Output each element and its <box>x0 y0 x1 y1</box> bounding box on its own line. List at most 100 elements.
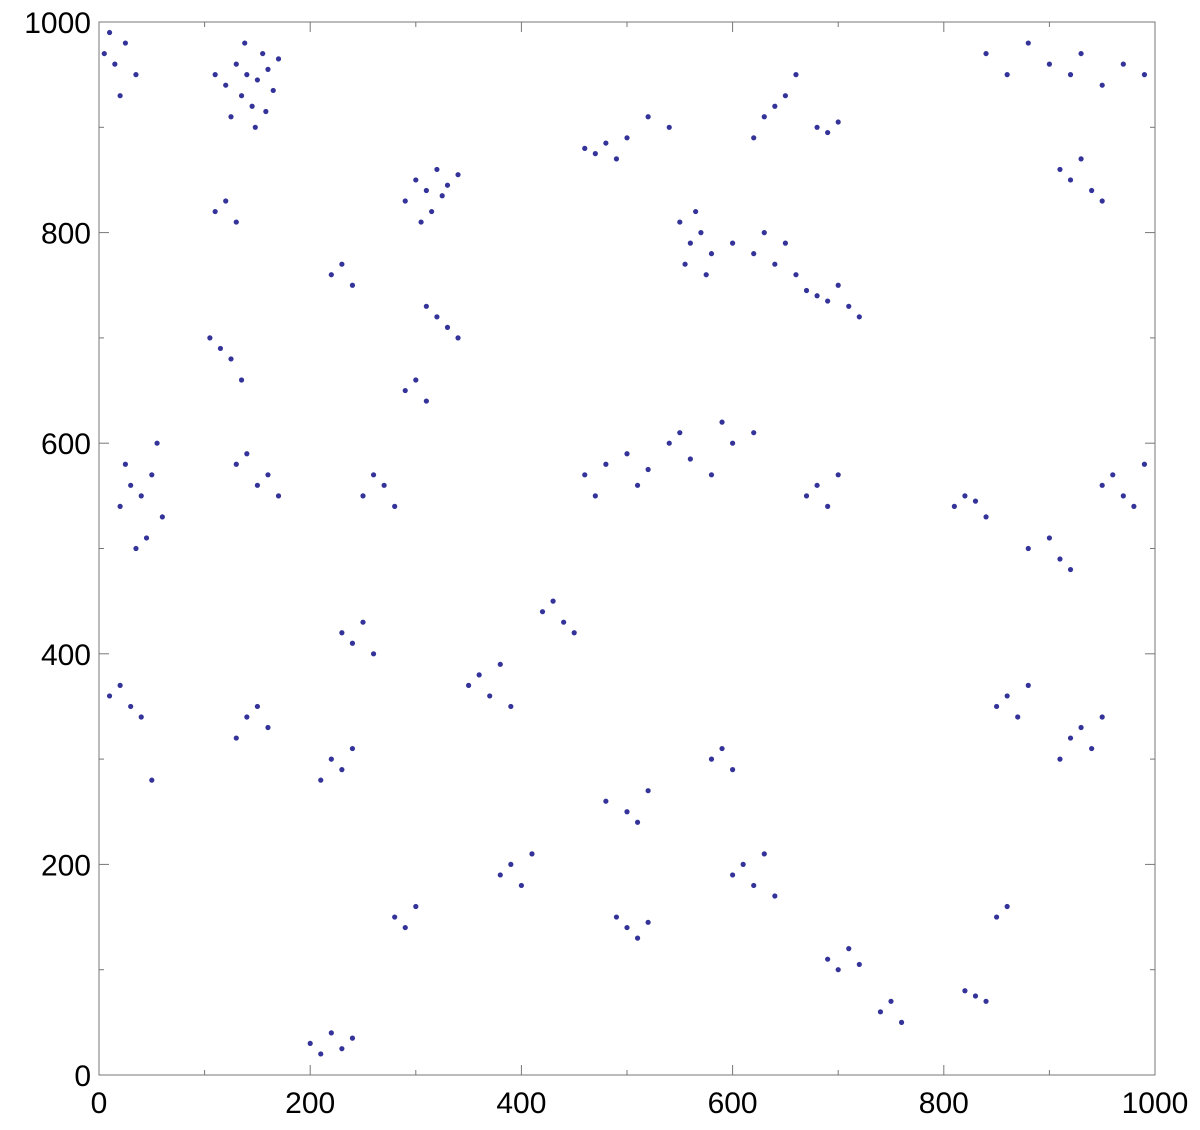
point <box>418 219 424 225</box>
point <box>339 630 345 636</box>
point <box>571 630 577 636</box>
point <box>307 1040 313 1047</box>
point <box>476 672 482 678</box>
point <box>260 50 266 57</box>
point <box>962 988 968 994</box>
point <box>1089 187 1095 194</box>
point <box>835 282 841 288</box>
point <box>402 924 408 931</box>
point <box>328 1030 334 1036</box>
y-tick-label: 400 <box>41 639 91 672</box>
point <box>994 703 1000 710</box>
point <box>835 967 841 973</box>
point <box>772 103 778 109</box>
point <box>550 598 556 604</box>
point <box>370 651 377 657</box>
point <box>402 198 408 204</box>
point <box>1099 82 1105 88</box>
point <box>1057 166 1063 173</box>
point <box>138 714 144 720</box>
point <box>149 472 155 478</box>
point <box>159 514 165 520</box>
point <box>846 303 852 309</box>
point <box>962 493 968 499</box>
point <box>212 72 218 78</box>
point <box>244 714 250 720</box>
point <box>444 182 451 188</box>
point <box>592 493 598 499</box>
point <box>624 135 630 141</box>
point <box>434 314 440 320</box>
point <box>994 914 1000 920</box>
point <box>624 451 630 457</box>
point <box>825 129 831 136</box>
point <box>835 472 841 478</box>
y-tick-label: 200 <box>41 849 91 882</box>
point <box>318 777 324 783</box>
point <box>1099 198 1105 204</box>
point <box>1089 745 1095 752</box>
point <box>1004 72 1010 78</box>
point <box>1004 693 1010 699</box>
point <box>708 756 715 762</box>
point <box>730 872 736 878</box>
point <box>677 430 683 436</box>
point <box>508 861 514 868</box>
point <box>814 482 820 488</box>
point <box>877 1009 884 1015</box>
point <box>392 914 398 920</box>
point <box>708 472 715 478</box>
point <box>487 693 493 699</box>
point <box>740 861 746 868</box>
y-tick-label: 800 <box>41 218 91 251</box>
point <box>455 335 461 341</box>
point <box>360 493 366 499</box>
point <box>413 377 419 383</box>
point <box>106 29 113 36</box>
point <box>128 703 134 710</box>
point <box>423 398 429 404</box>
point <box>645 114 651 120</box>
point <box>244 451 250 457</box>
point <box>1004 903 1010 910</box>
point <box>101 50 107 57</box>
point <box>1067 177 1074 183</box>
point <box>212 208 218 215</box>
point <box>793 72 799 78</box>
point <box>328 756 334 762</box>
point <box>1131 503 1137 509</box>
point <box>518 882 525 889</box>
point <box>238 93 245 99</box>
x-tick-label: 400 <box>496 1087 546 1120</box>
point <box>561 619 567 625</box>
point <box>666 124 672 130</box>
point <box>761 851 767 857</box>
point <box>223 82 229 88</box>
point <box>117 682 123 688</box>
y-tick-label: 600 <box>41 428 91 461</box>
point <box>1067 566 1074 573</box>
point <box>972 498 979 504</box>
point <box>825 956 831 962</box>
point <box>133 545 139 552</box>
point <box>624 809 630 815</box>
point <box>254 77 260 83</box>
point <box>1141 461 1148 467</box>
point <box>1099 482 1105 488</box>
point <box>339 767 345 773</box>
point <box>1078 50 1084 57</box>
point <box>339 1046 345 1052</box>
point <box>413 177 419 183</box>
point <box>825 503 831 509</box>
point <box>117 93 123 99</box>
point <box>508 703 514 710</box>
point <box>751 251 757 257</box>
point <box>349 745 356 752</box>
point <box>835 119 841 125</box>
point <box>856 314 862 320</box>
point <box>106 693 113 699</box>
x-tick-label: 0 <box>91 1087 108 1120</box>
point <box>1110 472 1116 478</box>
x-tick-label: 800 <box>919 1087 969 1120</box>
point <box>128 482 134 488</box>
